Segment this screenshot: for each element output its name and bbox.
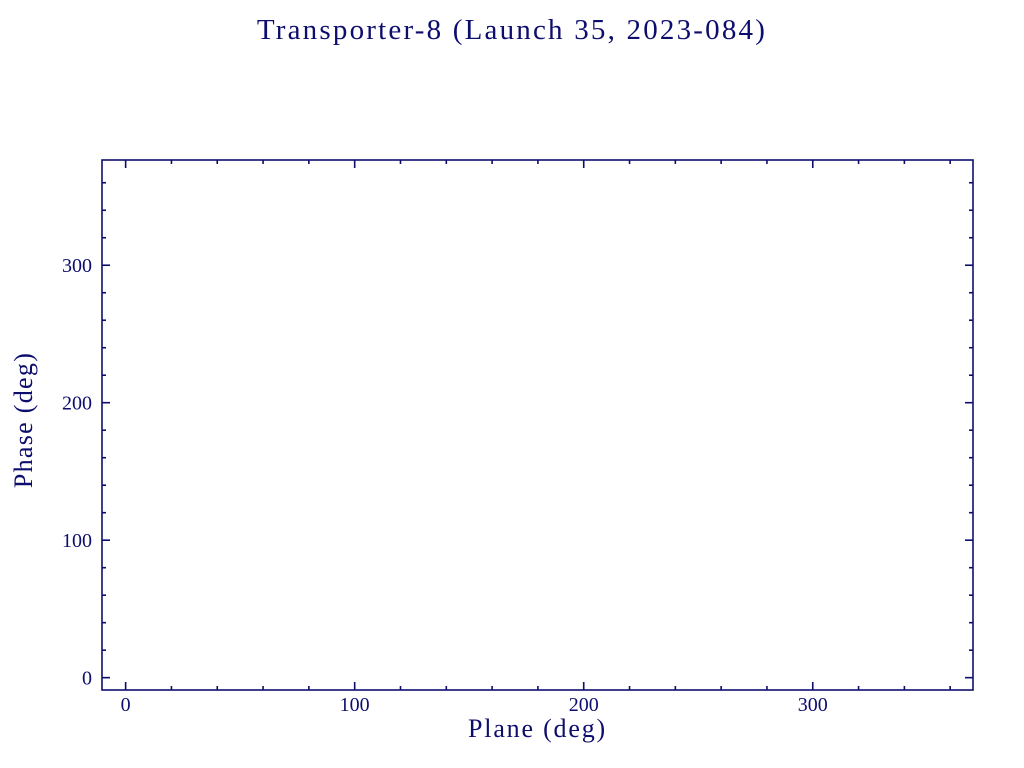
svg-text:200: 200: [62, 393, 92, 415]
svg-text:Phase (deg): Phase (deg): [9, 352, 38, 488]
svg-text:100: 100: [340, 694, 370, 716]
svg-text:0: 0: [82, 668, 92, 690]
svg-text:Plane (deg): Plane (deg): [468, 714, 607, 743]
svg-text:Transporter-8 (Launch 35, 2023: Transporter-8 (Launch 35, 2023-084): [257, 14, 767, 46]
svg-text:0: 0: [121, 694, 131, 716]
svg-text:200: 200: [569, 694, 599, 716]
svg-text:300: 300: [62, 255, 92, 277]
svg-text:100: 100: [62, 530, 92, 552]
svg-text:300: 300: [798, 694, 828, 716]
